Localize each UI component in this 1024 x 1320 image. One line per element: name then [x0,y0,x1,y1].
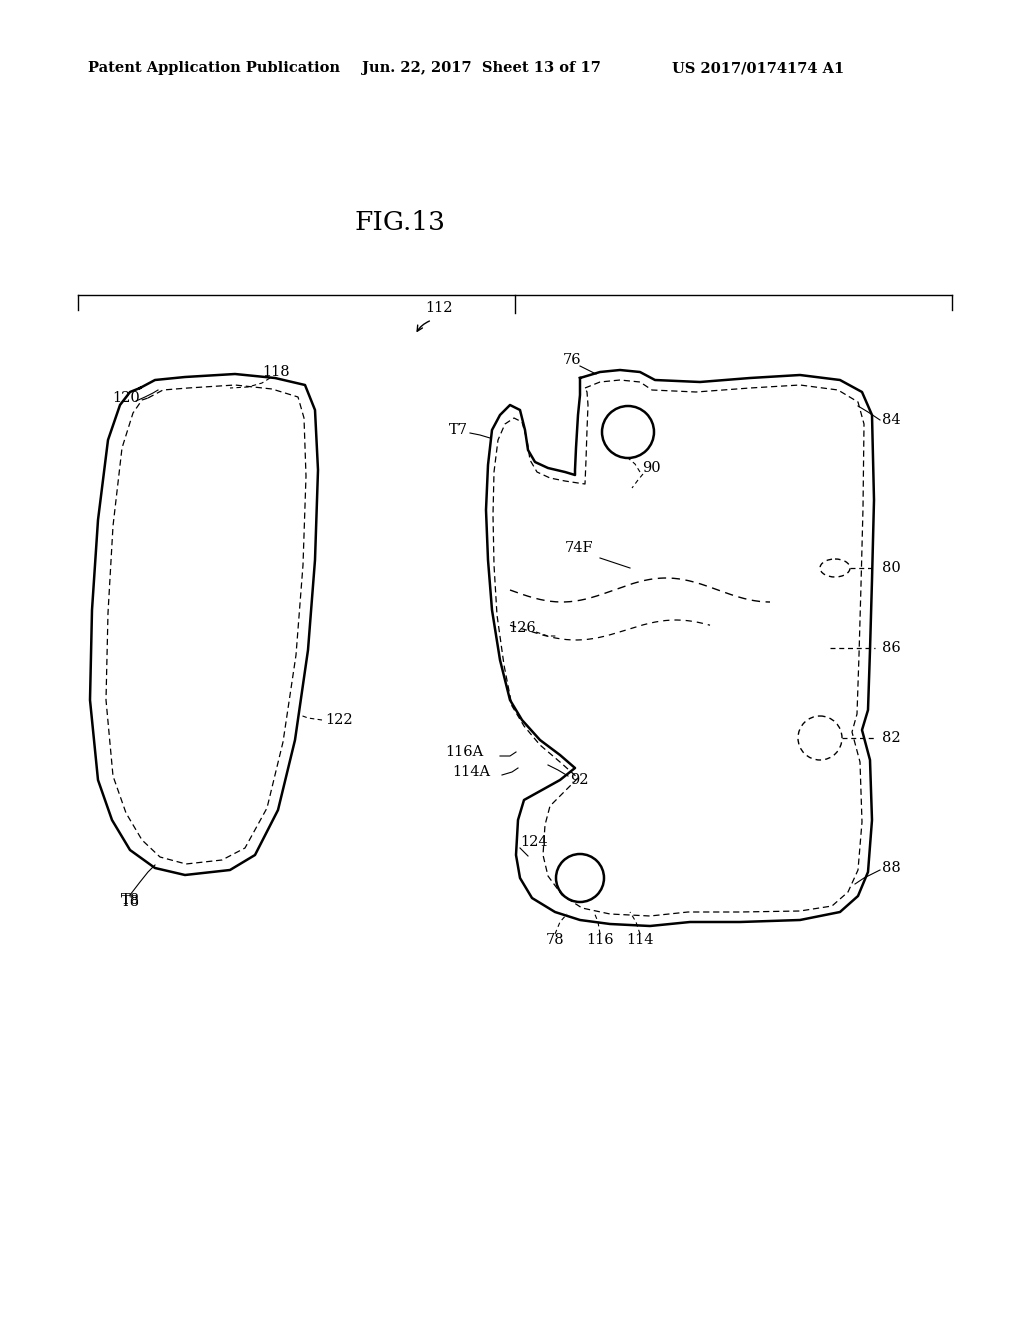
Text: Patent Application Publication: Patent Application Publication [88,61,340,75]
Text: 90: 90 [642,461,660,475]
Text: 86: 86 [882,642,901,655]
Text: FIG.13: FIG.13 [354,210,445,235]
Text: 80: 80 [882,561,901,576]
Text: 116A: 116A [445,744,483,759]
Text: 114A: 114A [452,766,490,779]
Text: 120: 120 [112,391,139,405]
Text: 88: 88 [882,861,901,875]
Text: 78: 78 [546,933,564,946]
Text: 74F: 74F [565,541,594,554]
Text: 112: 112 [425,301,453,315]
Text: 114: 114 [627,933,653,946]
Text: 76: 76 [562,352,582,367]
Text: US 2017/0174174 A1: US 2017/0174174 A1 [672,61,844,75]
Text: Jun. 22, 2017  Sheet 13 of 17: Jun. 22, 2017 Sheet 13 of 17 [362,61,601,75]
Text: T8: T8 [121,895,139,909]
Text: 118: 118 [262,366,290,379]
Text: 126: 126 [508,620,536,635]
Text: T8: T8 [121,894,139,907]
Text: 82: 82 [882,731,901,744]
Text: 122: 122 [325,713,352,727]
Text: 92: 92 [570,774,589,787]
Text: 124: 124 [520,836,548,849]
Text: T7: T7 [449,422,468,437]
Text: 116: 116 [586,933,613,946]
Text: 84: 84 [882,413,901,426]
